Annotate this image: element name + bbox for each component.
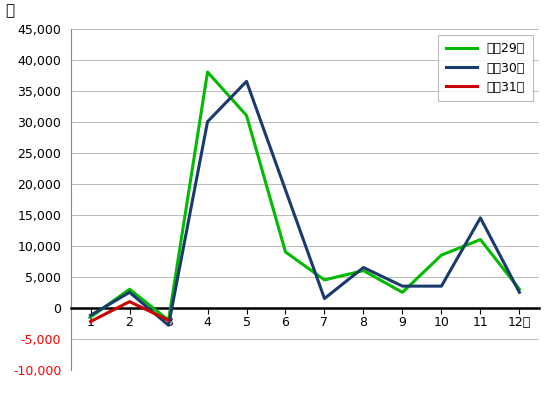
平成30年 — [165, 323, 172, 328]
平成31年 — [126, 299, 133, 304]
平成30年 — [87, 313, 94, 318]
Legend: 平成29年, 平成30年, 平成31年: 平成29年, 平成30年, 平成31年 — [438, 35, 532, 102]
平成29年 — [399, 290, 406, 295]
平成31年 — [87, 319, 94, 324]
平成29年 — [87, 315, 94, 320]
平成30年 — [243, 79, 250, 84]
平成29年 — [516, 287, 522, 292]
Line: 平成31年: 平成31年 — [91, 302, 168, 321]
平成29年 — [360, 268, 367, 273]
Line: 平成30年: 平成30年 — [91, 81, 519, 325]
平成29年 — [321, 277, 328, 282]
平成30年 — [360, 265, 367, 270]
Line: 平成29年: 平成29年 — [91, 72, 519, 320]
平成30年 — [477, 215, 483, 220]
平成30年 — [438, 284, 445, 289]
平成30年 — [126, 290, 133, 295]
平成30年 — [399, 284, 406, 289]
平成29年 — [477, 237, 483, 242]
平成29年 — [204, 69, 211, 74]
平成30年 — [321, 296, 328, 301]
平成29年 — [243, 113, 250, 118]
平成30年 — [516, 290, 522, 295]
平成30年 — [204, 119, 211, 124]
平成29年 — [126, 287, 133, 292]
平成29年 — [165, 318, 172, 323]
Y-axis label: 人: 人 — [6, 3, 15, 18]
平成31年 — [165, 318, 172, 323]
平成29年 — [282, 249, 289, 254]
平成29年 — [438, 253, 445, 258]
